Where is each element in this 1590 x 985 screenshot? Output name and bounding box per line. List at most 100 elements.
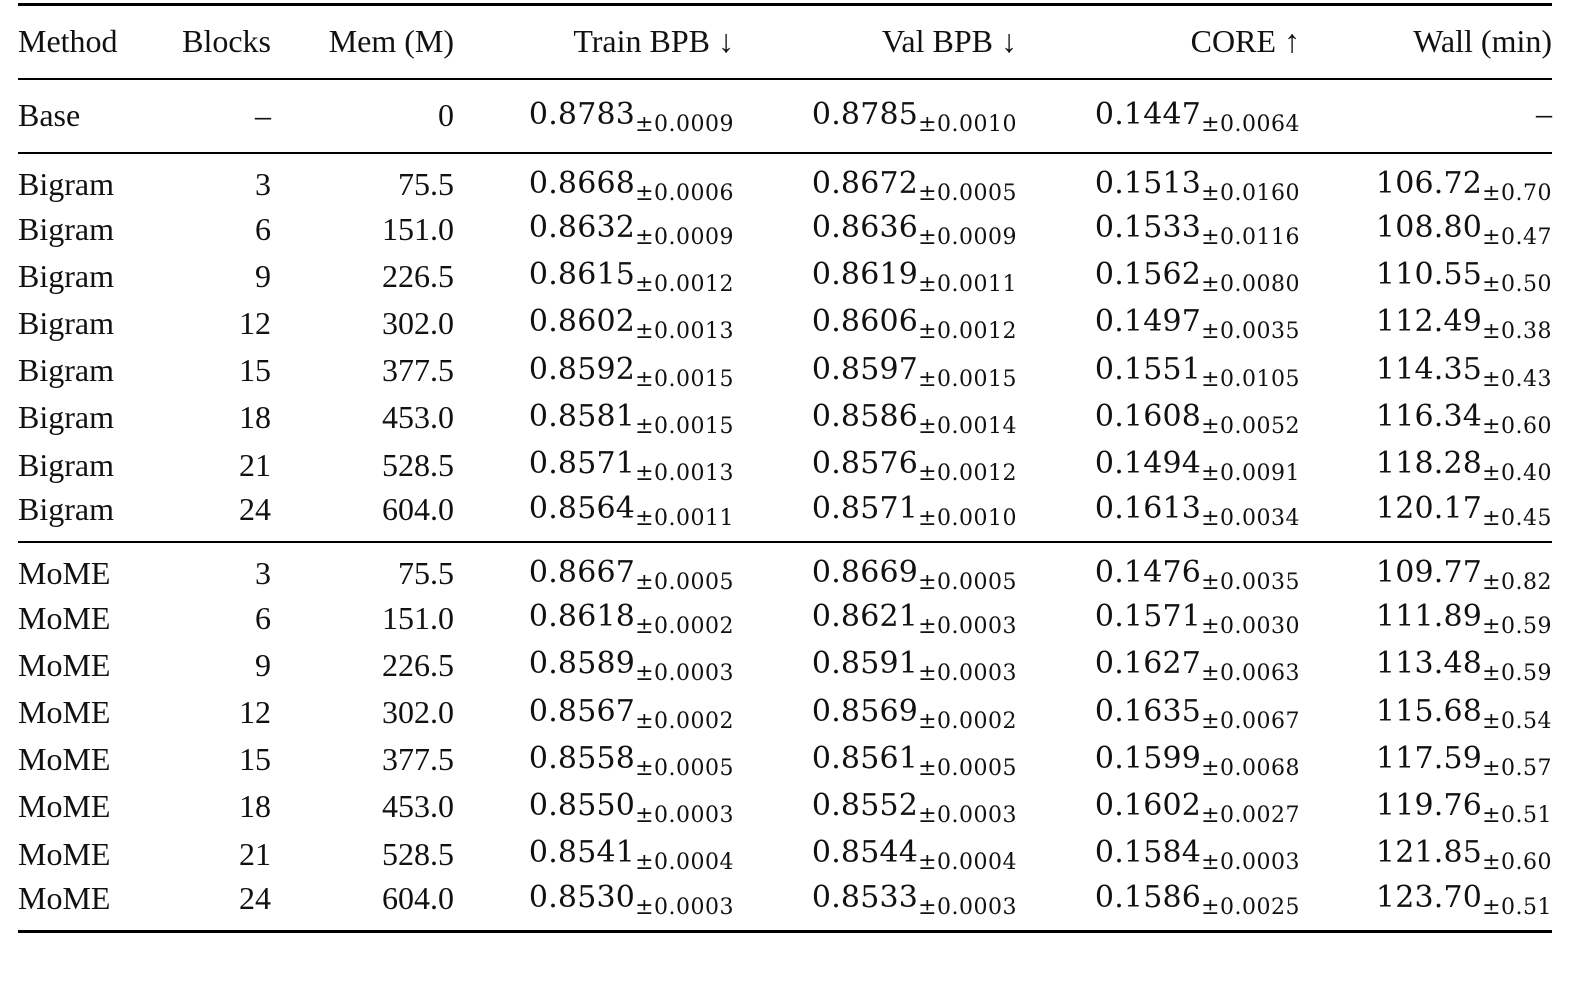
core-value: 0.1562 xyxy=(1094,257,1202,293)
val-bpb-cell: 0.8569±0.0002 xyxy=(734,689,1017,736)
core-std: ±0.0064 xyxy=(1201,111,1300,137)
mem-cell: 226.5 xyxy=(382,646,454,683)
blocks-cell: 18 xyxy=(239,788,271,825)
val-bpb-cell: 0.8533±0.0003 xyxy=(734,877,1017,933)
blocks-cell: 9 xyxy=(255,257,271,294)
val-bpb-cell: 0.8576±0.0012 xyxy=(734,441,1017,488)
method-cell: Bigram xyxy=(18,399,114,436)
mem-cell: 604.0 xyxy=(271,488,454,543)
wall-cell: 115.68±0.54 xyxy=(1300,689,1552,736)
core-cell: 0.1627±0.0063 xyxy=(1017,642,1300,689)
val-bpb-cell: 0.8606±0.0012 xyxy=(734,300,1017,347)
train-bpb-value: 0.8550 xyxy=(528,787,636,823)
val-bpb-value: 0.8606 xyxy=(811,304,919,340)
train-bpb-value: 0.8564 xyxy=(528,490,636,526)
mem-cell: 528.5 xyxy=(382,446,454,483)
train-bpb-std: ±0.0013 xyxy=(635,319,734,345)
val-bpb-std: ±0.0005 xyxy=(918,755,1017,781)
table-row: Bigram 6 151.0 0.8632±0.0009 0.8636±0.00… xyxy=(18,206,1552,253)
method-cell: MoME xyxy=(18,877,153,933)
train-bpb-cell: 0.8668±0.0006 xyxy=(454,153,734,206)
val-bpb-value: 0.8621 xyxy=(811,599,919,635)
val-bpb-value: 0.8672 xyxy=(811,165,919,201)
wall-std: ±0.54 xyxy=(1482,708,1552,734)
wall-value: – xyxy=(1536,94,1552,131)
core-value: 0.1551 xyxy=(1094,351,1202,387)
val-bpb-std: ±0.0003 xyxy=(918,614,1017,640)
method-cell: MoME xyxy=(18,741,111,778)
blocks-cell: 12 xyxy=(239,304,271,341)
val-bpb-cell: 0.8621±0.0003 xyxy=(734,595,1017,642)
val-bpb-value: 0.8576 xyxy=(811,446,919,482)
train-bpb-std: ±0.0015 xyxy=(635,413,734,439)
wall-cell: 112.49±0.38 xyxy=(1300,300,1552,347)
core-cell: 0.1476±0.0035 xyxy=(1017,542,1300,595)
val-bpb-cell: 0.8586±0.0014 xyxy=(734,394,1017,441)
val-bpb-cell: 0.8597±0.0015 xyxy=(734,347,1017,394)
blocks-cell: 24 xyxy=(153,877,271,933)
blocks-cell: 6 xyxy=(255,599,271,636)
mem-cell: 302.0 xyxy=(382,694,454,731)
core-cell: 0.1571±0.0030 xyxy=(1017,595,1300,642)
wall-value: 106.72 xyxy=(1375,165,1483,201)
val-bpb-value: 0.8586 xyxy=(811,398,919,434)
wall-value: 116.34 xyxy=(1375,398,1483,434)
train-bpb-std: ±0.0009 xyxy=(635,111,734,137)
mem-cell: 151.0 xyxy=(382,599,454,636)
core-std: ±0.0003 xyxy=(1201,850,1300,876)
wall-value: 120.17 xyxy=(1375,490,1483,526)
core-cell: 0.1562±0.0080 xyxy=(1017,253,1300,300)
train-bpb-value: 0.8602 xyxy=(528,304,636,340)
train-bpb-std: ±0.0003 xyxy=(635,802,734,828)
core-cell: 0.1533±0.0116 xyxy=(1017,206,1300,253)
train-bpb-value: 0.8618 xyxy=(528,599,636,635)
train-bpb-std: ±0.0002 xyxy=(635,708,734,734)
wall-value: 110.55 xyxy=(1375,257,1483,293)
val-bpb-value: 0.8569 xyxy=(811,693,919,729)
train-bpb-value: 0.8668 xyxy=(528,165,636,201)
core-cell: 0.1497±0.0035 xyxy=(1017,300,1300,347)
blocks-cell: – xyxy=(153,78,271,154)
val-bpb-std: ±0.0012 xyxy=(918,461,1017,487)
wall-cell: 118.28±0.40 xyxy=(1300,441,1552,488)
train-bpb-value: 0.8571 xyxy=(528,446,636,482)
core-std: ±0.0080 xyxy=(1201,272,1300,298)
wall-cell: – xyxy=(1300,78,1552,154)
method-cell: Bigram xyxy=(18,352,114,389)
train-bpb-std: ±0.0012 xyxy=(635,272,734,298)
train-bpb-cell: 0.8567±0.0002 xyxy=(454,689,734,736)
wall-cell: 116.34±0.60 xyxy=(1300,394,1552,441)
wall-value: 117.59 xyxy=(1375,740,1483,776)
method-cell: MoME xyxy=(18,646,111,683)
train-bpb-value: 0.8589 xyxy=(528,646,636,682)
table-row: Bigram 21 528.5 0.8571±0.0013 0.8576±0.0… xyxy=(18,441,1552,488)
core-value: 0.1613 xyxy=(1094,490,1202,526)
val-bpb-value: 0.8636 xyxy=(811,210,919,246)
wall-std: ±0.43 xyxy=(1482,366,1552,392)
val-bpb-value: 0.8544 xyxy=(811,835,919,871)
val-bpb-cell: 0.8591±0.0003 xyxy=(734,642,1017,689)
mem-cell: 75.5 xyxy=(398,555,454,592)
core-value: 0.1513 xyxy=(1094,165,1202,201)
table-row: MoME 21 528.5 0.8541±0.0004 0.8544±0.000… xyxy=(18,831,1552,878)
method-cell: MoME xyxy=(18,835,111,872)
val-bpb-std: ±0.0004 xyxy=(918,850,1017,876)
blocks-cell: 15 xyxy=(239,741,271,778)
wall-cell: 119.76±0.51 xyxy=(1300,783,1552,830)
table-row: Bigram 24 604.0 0.8564±0.0011 0.8571±0.0… xyxy=(18,488,1552,543)
val-bpb-value: 0.8597 xyxy=(811,351,919,387)
val-bpb-std: ±0.0003 xyxy=(918,802,1017,828)
train-bpb-value: 0.8592 xyxy=(528,351,636,387)
blocks-cell: 12 xyxy=(239,694,271,731)
wall-cell: 108.80±0.47 xyxy=(1300,206,1552,253)
train-bpb-value: 0.8567 xyxy=(528,693,636,729)
core-cell: 0.1602±0.0027 xyxy=(1017,783,1300,830)
table-row: MoME 15 377.5 0.8558±0.0005 0.8561±0.000… xyxy=(18,736,1552,783)
core-cell: 0.1599±0.0068 xyxy=(1017,736,1300,783)
core-std: ±0.0027 xyxy=(1201,802,1300,828)
val-bpb-value: 0.8619 xyxy=(811,257,919,293)
wall-value: 121.85 xyxy=(1375,835,1483,871)
core-cell: 0.1586±0.0025 xyxy=(1017,877,1300,933)
wall-cell: 111.89±0.59 xyxy=(1300,595,1552,642)
core-std: ±0.0068 xyxy=(1201,755,1300,781)
